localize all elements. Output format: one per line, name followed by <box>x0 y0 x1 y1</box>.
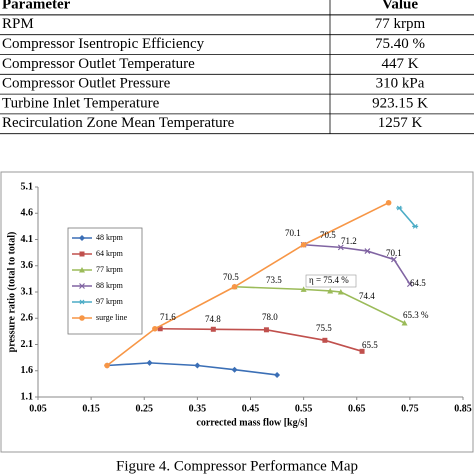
annotation: 70.1 <box>386 248 402 258</box>
annotation: 74.8 <box>205 314 221 324</box>
marker <box>79 267 85 273</box>
marker <box>157 326 163 332</box>
marker <box>406 281 413 288</box>
x-tick-label: 0.25 <box>136 403 154 414</box>
marker <box>79 299 85 305</box>
annotation: 70.5 <box>320 230 336 240</box>
annotation: η = 75.4 % <box>309 275 349 285</box>
series-line <box>398 207 416 227</box>
table-header: Value <box>382 0 418 12</box>
y-tick-label: 2.1 <box>21 339 34 350</box>
marker <box>359 348 365 354</box>
x-tick-label: 0.65 <box>348 403 366 414</box>
marker <box>401 319 408 326</box>
y-tick-label: 1.1 <box>21 391 34 402</box>
legend-label: 64 krpm <box>96 249 124 258</box>
annotation: 71.2 <box>341 236 357 246</box>
y-tick-label: 3.6 <box>21 260 34 271</box>
caption: Figure 4. Compressor Performance Map <box>116 458 358 474</box>
annotation: 75.5 <box>316 323 332 333</box>
marker <box>412 223 419 229</box>
marker <box>364 248 371 254</box>
marker <box>274 371 281 378</box>
y-tick-label: 3.1 <box>21 286 34 297</box>
marker <box>396 205 403 211</box>
y-tick-label: 5.1 <box>21 181 34 192</box>
marker <box>146 359 153 366</box>
legend-label: 88 krpm <box>96 281 124 290</box>
marker <box>152 325 158 332</box>
y-tick-label: 1.6 <box>21 365 34 376</box>
annotation: 64.5 <box>410 278 426 288</box>
legend-label: 97 krpm <box>96 297 124 306</box>
x-tick-label: 0.75 <box>401 403 419 414</box>
x-axis-title: corrected mass flow [kg/s] <box>196 417 307 428</box>
x-tick-label: 0.45 <box>242 403 260 414</box>
table-cell: Compressor Outlet Pressure <box>2 76 171 92</box>
x-tick-label: 0.35 <box>189 403 207 414</box>
marker <box>300 286 307 292</box>
y-tick-label: 4.1 <box>21 234 34 245</box>
marker <box>385 199 392 206</box>
marker <box>79 251 85 257</box>
legend-label: 48 krpm <box>96 233 124 242</box>
annotation: 71.6 <box>160 312 176 322</box>
x-tick-label: 0.85 <box>454 403 472 414</box>
series-line <box>107 362 278 376</box>
legend-label: surge line <box>96 313 128 322</box>
annotation: 78.0 <box>262 312 278 322</box>
annotation: 73.5 <box>266 275 282 285</box>
series-line <box>160 327 363 353</box>
table-cell: Compressor Outlet Temperature <box>2 56 195 72</box>
table-cell: 310 kPa <box>376 76 425 92</box>
table-cell: Compressor Isentropic Efficiency <box>2 36 205 52</box>
table-cell: 75.40 % <box>375 36 425 52</box>
marker <box>104 362 110 369</box>
marker <box>231 366 238 373</box>
marker <box>322 337 328 343</box>
annotation: 65.5 <box>362 340 378 350</box>
marker <box>194 362 201 369</box>
marker <box>79 235 85 241</box>
marker <box>300 241 307 248</box>
table-header: Parameter <box>2 0 71 12</box>
marker <box>337 289 344 295</box>
series-line <box>234 285 405 324</box>
table-cell: Turbine Inlet Temperature <box>2 95 160 111</box>
marker <box>231 283 238 290</box>
table-cell: 77 krpm <box>375 16 426 32</box>
table-cell: 1257 K <box>378 115 423 131</box>
marker <box>391 256 397 263</box>
y-tick-label: 4.6 <box>21 208 34 219</box>
marker <box>79 283 85 289</box>
table-cell: Recirculation Zone Mean Temperature <box>2 115 235 131</box>
annotation-box <box>305 274 357 288</box>
x-tick-label: 0.55 <box>295 403 313 414</box>
marker <box>337 244 344 251</box>
table-cell: 923.15 K <box>372 95 428 111</box>
x-tick-label: 0.05 <box>29 403 47 414</box>
marker <box>210 326 216 332</box>
legend-label: 77 krpm <box>96 265 124 274</box>
annotation: 70.5 <box>223 272 239 282</box>
marker <box>263 327 269 333</box>
x-tick-label: 0.15 <box>82 403 100 414</box>
annotation: 65.3 % <box>403 310 429 320</box>
table-cell: RPM <box>2 16 34 32</box>
chart-frame <box>0 171 474 453</box>
annotation: 74.4 <box>359 291 375 301</box>
marker <box>79 315 85 321</box>
marker <box>327 287 334 294</box>
y-tick-label: 2.6 <box>21 313 34 324</box>
annotation: 70.1 <box>285 228 301 238</box>
y-axis-title: pressure ratio (total to total) <box>6 232 17 353</box>
table-cell: 447 K <box>381 56 418 72</box>
